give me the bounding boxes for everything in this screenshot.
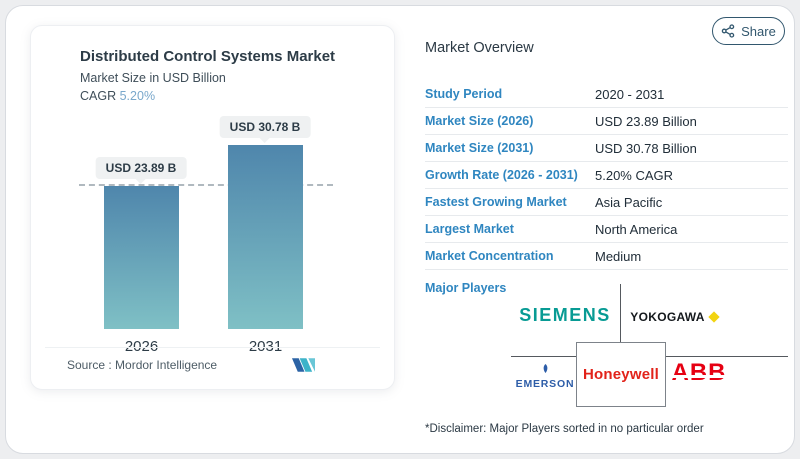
abb-logo-text: ABB [671, 359, 727, 386]
row-value: 2020 - 2031 [595, 86, 665, 102]
bar-value-label-2026: USD 23.89 B [95, 157, 187, 184]
share-button-label: Share [741, 23, 776, 39]
honeywell-logo: Honeywell [583, 366, 659, 383]
mordor-intelligence-logo [292, 357, 315, 372]
reference-dashed-line [79, 184, 333, 186]
row-label: Growth Rate (2026 - 2031) [425, 168, 578, 182]
source-name: Mordor Intelligence [115, 357, 218, 372]
table-row: Fastest Growing Market Asia Pacific [425, 189, 788, 216]
row-label: Study Period [425, 87, 503, 101]
x-axis-label-2031: 2031 [248, 338, 283, 355]
share-icon [721, 24, 735, 38]
row-value: USD 23.89 Billion [595, 113, 697, 129]
row-value: Asia Pacific [595, 194, 663, 210]
row-label: Market Size (2026) [425, 114, 534, 128]
yokogawa-logo-text: YOKOGAWA [630, 310, 705, 324]
chart-subtitle: Market Size in USD Billion [80, 71, 226, 85]
row-label: Fastest Growing Market [425, 195, 567, 209]
disclaimer-text: *Disclaimer: Major Players sorted in no … [425, 423, 704, 435]
x-axis-label-2026: 2026 [124, 338, 159, 355]
logo-grid-horizontal-divider-left [511, 356, 576, 357]
bar-2026 [104, 186, 179, 329]
market-overview-panel: Market Overview Study Period 2020 - 2031… [425, 40, 788, 295]
overview-title: Market Overview [425, 40, 534, 56]
chart-footer: Source : Mordor Intelligence [45, 347, 380, 381]
share-button[interactable]: Share [712, 17, 785, 45]
chart-title: Distributed Control Systems Market [80, 48, 336, 65]
row-value: North America [595, 221, 678, 237]
table-row: Market Concentration Medium [425, 243, 788, 270]
yokogawa-diamond-icon [708, 311, 720, 323]
row-value: USD 30.78 Billion [595, 140, 697, 156]
source-label: Source : [67, 357, 112, 372]
cagr-label: CAGR [80, 89, 117, 103]
overview-table: Study Period 2020 - 2031 Market Size (20… [425, 81, 788, 270]
logo-grid-vertical-divider [620, 284, 621, 342]
bar-value-label-2031: USD 30.78 B [219, 116, 311, 143]
table-row: Study Period 2020 - 2031 [425, 81, 788, 108]
table-row: Largest Market North America [425, 216, 788, 243]
row-label: Market Size (2031) [425, 141, 534, 155]
table-row: Market Size (2031) USD 30.78 Billion [425, 135, 788, 162]
emerson-mark-icon [543, 364, 547, 373]
logo-grid-horizontal-divider-right [666, 356, 788, 357]
source-line: Source : Mordor Intelligence [67, 358, 217, 372]
row-label: Market Concentration [425, 249, 554, 263]
honeywell-logo-box [576, 342, 666, 407]
row-value: 5.20% CAGR [595, 167, 674, 183]
yokogawa-logo: YOKOGAWA [628, 310, 720, 324]
major-players-label: Major Players [425, 281, 507, 295]
chart-header: Distributed Control Systems Market Marke… [80, 48, 335, 103]
siemens-logo: SIEMENS [519, 305, 611, 325]
emerson-logo-text: EMERSON [515, 378, 575, 390]
cagr-value: 5.20% [119, 89, 156, 103]
table-row: Growth Rate (2026 - 2031) 5.20% CAGR [425, 162, 788, 189]
emerson-logo: EMERSON [512, 360, 578, 390]
abb-logo: ABB [668, 361, 730, 385]
abb-logo-stripe [672, 375, 726, 378]
row-label: Largest Market [425, 222, 514, 236]
chart-panel: Distributed Control Systems Market Marke… [30, 25, 395, 390]
row-value: Medium [595, 248, 642, 264]
chart-cagr: CAGR 5.20% [80, 89, 335, 103]
bar-2031 [228, 145, 303, 329]
table-row: Market Size (2026) USD 23.89 Billion [425, 108, 788, 135]
